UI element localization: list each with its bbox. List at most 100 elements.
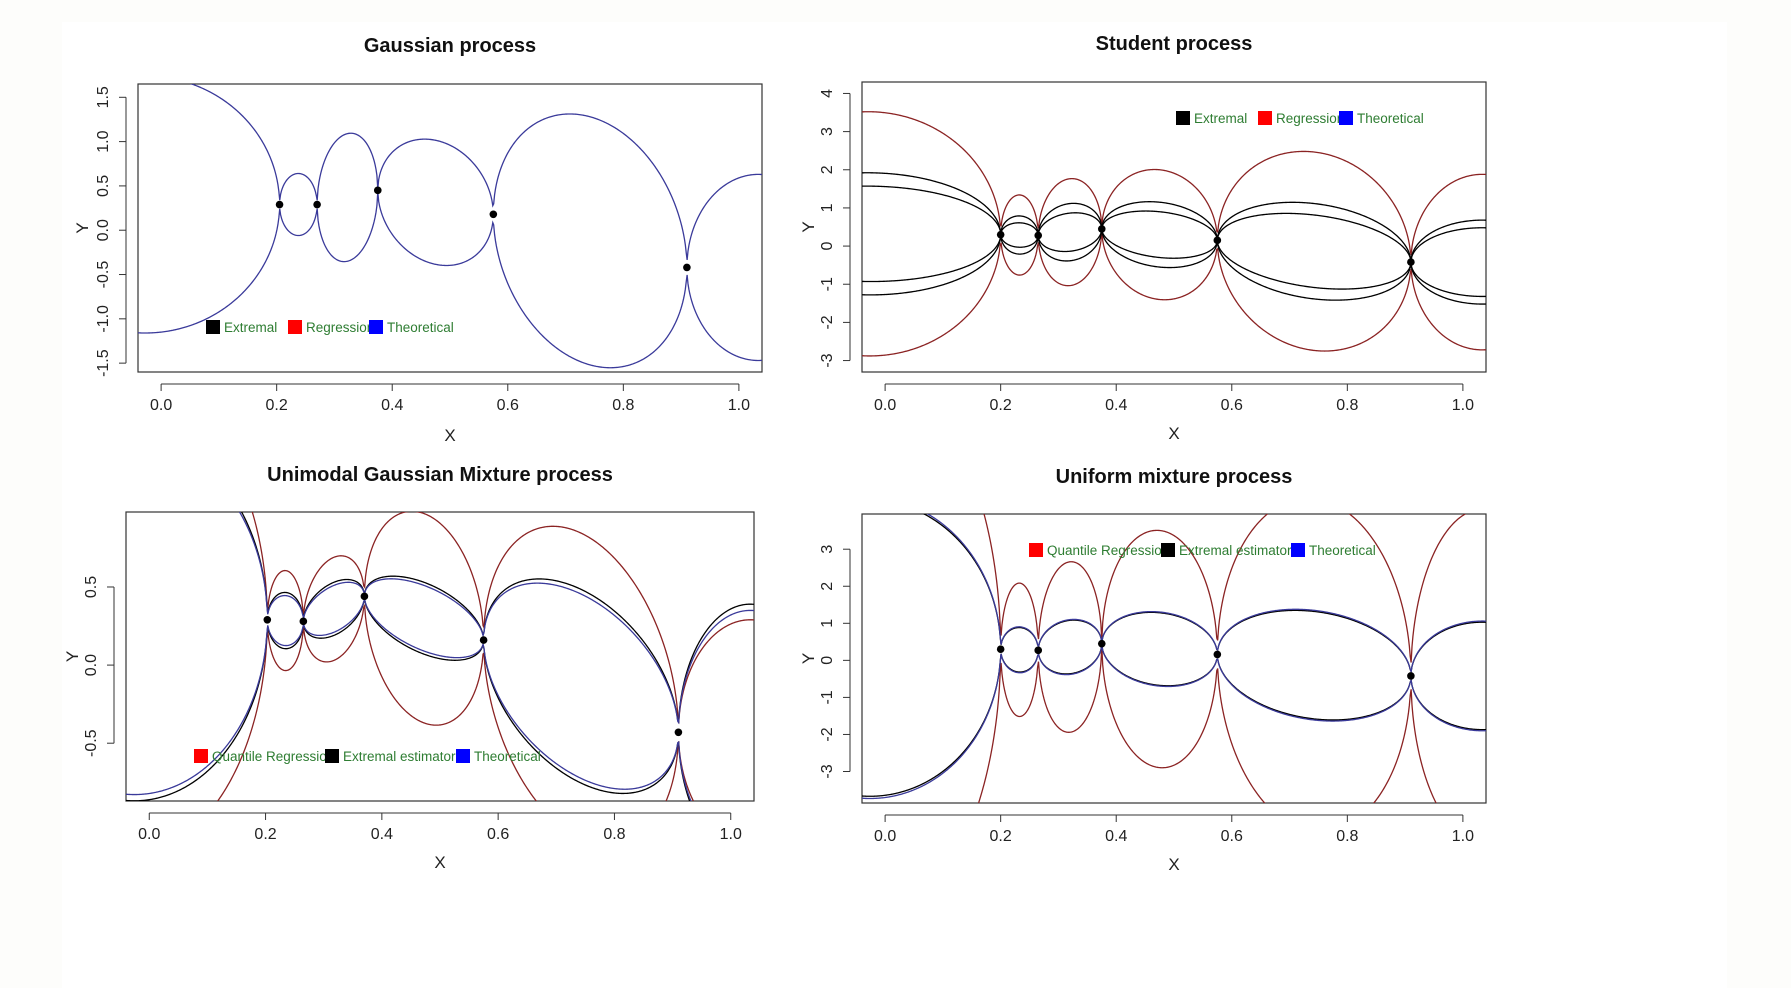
- panel-gaussian: Gaussian process 0.0 0.2 0.4 0.6 0.8 1.0 X -1.5 -…: [73, 35, 763, 445]
- x-tick-label: 0.6: [497, 397, 519, 414]
- panel-title-unimodal: Unimodal Gaussian Mixture process: [267, 464, 613, 486]
- chart-figure: Gaussian process 0.0 0.2 0.4 0.6 0.8 1.0 X -1.5 -…: [63, 33, 1487, 874]
- curve-regression-upper-0: [251, 512, 754, 724]
- data-point: [1407, 672, 1415, 680]
- x-tick-label: 1.0: [1452, 397, 1474, 414]
- x-tick-label: 0.0: [150, 397, 172, 414]
- x-tick-label: 0.4: [1105, 397, 1127, 414]
- curve-extremal-lower-1: [126, 597, 691, 801]
- data-point: [360, 592, 369, 601]
- x-tick-label: 0.8: [1336, 397, 1358, 414]
- y-tick-label: -1: [819, 690, 836, 704]
- y-tick-label: -1: [819, 277, 836, 291]
- legend-key-quantile-regression: [1029, 543, 1043, 557]
- plot-frame: [861, 81, 1487, 373]
- y-tick-label: 0.0: [83, 654, 100, 676]
- plot-frame: [137, 83, 763, 373]
- legend-label: Extremal: [224, 320, 277, 335]
- curve-extremal-lower-1: [862, 229, 1486, 305]
- legend-label: Theoretical: [1309, 543, 1376, 558]
- panel-title-student: Student process: [1096, 33, 1253, 55]
- y-tick-label: -2: [819, 727, 836, 741]
- y-axis-label: Y: [73, 222, 92, 233]
- y-tick-label: 3: [819, 545, 836, 554]
- legend-label: Extremal: [1194, 111, 1247, 126]
- x-tick-label: 0.6: [1221, 828, 1243, 845]
- x-tick-label: 0.8: [603, 826, 625, 843]
- data-point: [996, 645, 1005, 654]
- x-axis-label: X: [1168, 424, 1179, 443]
- data-point: [263, 615, 272, 624]
- y-tick-label: 4: [819, 89, 836, 98]
- legend-key-extremal: [1176, 111, 1190, 125]
- legend-label: Theoretical: [1357, 111, 1424, 126]
- legend-label: Quantile Regression: [212, 749, 334, 764]
- curve-theoretical-lower-2: [862, 644, 1486, 800]
- data-point: [1034, 231, 1043, 240]
- panel-uniform: Uniform mixture process 0.0 0.2 0.4 0.6 0.8 1.…: [799, 466, 1487, 874]
- curve-extremal-upper-2: [862, 185, 1486, 262]
- legend-label: Theoretical: [387, 320, 454, 335]
- y-tick-label: -0.5: [95, 261, 112, 289]
- curve-extremal-upper-1: [862, 172, 1486, 261]
- y-tick-label: 0.0: [95, 219, 112, 241]
- curve-extremal-lower-2: [862, 229, 1486, 298]
- x-tick-label: 0.0: [138, 826, 160, 843]
- y-tick-label: -3: [819, 764, 836, 778]
- y-axis-label: Y: [63, 651, 82, 662]
- y-tick-label: -1.5: [95, 349, 112, 377]
- x-axis-label: X: [444, 426, 455, 445]
- curve-theoretical-upper-2: [926, 514, 1486, 674]
- legend-label: Theoretical: [474, 749, 541, 764]
- curve-regression-upper-0: [983, 514, 1467, 663]
- y-tick-label: 1.5: [95, 86, 112, 108]
- legend-key-regression: [1258, 111, 1272, 125]
- y-tick-label: 1: [819, 619, 836, 628]
- y-tick-label: -2: [819, 315, 836, 329]
- x-axis-label: X: [434, 853, 445, 872]
- legend-key-extremal-estimator: [325, 749, 339, 763]
- data-point: [1213, 650, 1222, 659]
- data-point: [1213, 236, 1222, 245]
- legend-label: Regression: [306, 320, 374, 335]
- x-tick-label: 0.2: [254, 826, 276, 843]
- x-tick-label: 0.8: [612, 397, 634, 414]
- x-tick-label: 0.2: [266, 397, 288, 414]
- data-point: [1097, 225, 1106, 233]
- x-tick-label: 0.6: [1221, 397, 1243, 414]
- panel-title-gaussian: Gaussian process: [364, 35, 536, 57]
- legend-key-theoretical: [1291, 543, 1305, 557]
- curve-regression-lower-0: [862, 230, 1486, 357]
- panel-student: Student process 0.0 0.2 0.4 0.6 0.8 1.0 X -3 -2 -1…: [799, 33, 1487, 443]
- data-point: [275, 200, 284, 209]
- curve-regression-lower-0: [977, 646, 1437, 803]
- legend-key-extremal: [206, 320, 220, 334]
- plot-frame: [861, 513, 1487, 804]
- y-tick-label: 2: [819, 165, 836, 174]
- data-point: [996, 230, 1005, 239]
- y-tick-label: 0: [819, 242, 836, 251]
- x-tick-label: 0.4: [371, 826, 393, 843]
- y-tick-label: 2: [819, 582, 836, 591]
- y-tick-label: -1.0: [95, 305, 112, 333]
- legend-label: Regression: [1276, 111, 1344, 126]
- data-point: [1407, 258, 1415, 266]
- y-tick-label: 1.0: [95, 130, 112, 152]
- y-axis-label: Y: [799, 653, 818, 664]
- curve-theoretical-upper-2: [238, 512, 754, 725]
- curve-extremal-upper-1: [922, 514, 1486, 674]
- data-point: [1097, 639, 1106, 648]
- data-point: [683, 263, 691, 272]
- legend-key-regression: [288, 320, 302, 334]
- data-point: [299, 617, 308, 626]
- legend-key-extremal-estimator: [1161, 543, 1175, 557]
- y-tick-label: 1: [819, 203, 836, 212]
- figure-sheet: Gaussian process 0.0 0.2 0.4 0.6 0.8 1.0 X -1.5 -…: [62, 22, 1727, 988]
- x-tick-label: 1.0: [728, 397, 750, 414]
- legend-key-theoretical: [1339, 111, 1353, 125]
- y-tick-label: 3: [819, 127, 836, 136]
- x-tick-label: 0.2: [990, 828, 1012, 845]
- data-point: [479, 636, 488, 644]
- legend-label: Extremal estimator: [343, 749, 456, 764]
- y-axis-label: Y: [799, 221, 818, 232]
